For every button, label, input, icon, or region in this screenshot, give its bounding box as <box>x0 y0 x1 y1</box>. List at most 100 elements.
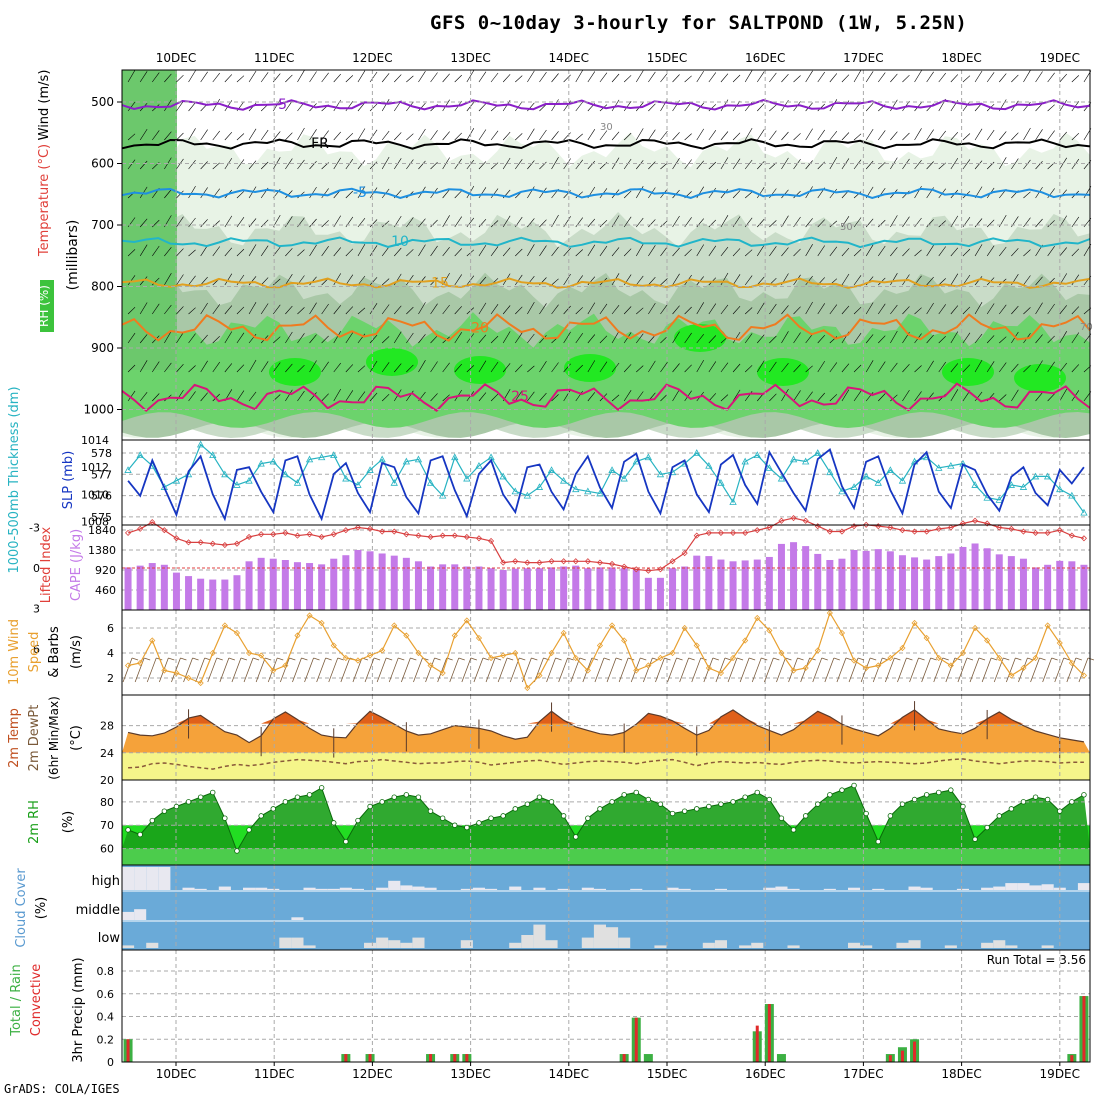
wind-barb <box>345 332 354 344</box>
wind-barb <box>914 160 922 170</box>
wind-barb <box>442 99 450 112</box>
wind-axis-label-4: (m/s) <box>69 635 84 669</box>
wind-barb <box>1047 246 1055 257</box>
wind-barb <box>285 74 293 83</box>
wind-barb <box>744 365 753 373</box>
wind-speed-point <box>487 654 495 662</box>
date-label-bottom-8: 18DEC <box>941 1067 981 1080</box>
wind-barb <box>478 392 487 402</box>
wind-barb <box>502 331 511 344</box>
wind-barb <box>999 131 1007 141</box>
dewpoint-line <box>128 758 1084 770</box>
wind-barb <box>212 162 220 170</box>
surface-wind-barb <box>978 657 986 661</box>
wind-barb <box>200 334 208 344</box>
rh-point <box>645 796 652 803</box>
wind-barb <box>527 160 535 170</box>
wind-barb <box>260 129 269 141</box>
thickness-point <box>209 451 217 459</box>
wind-barb <box>732 248 741 257</box>
precip-tick-label: 0.2 <box>97 1033 115 1046</box>
wind-barb <box>902 132 910 141</box>
temp-contour-label-3: 10 <box>391 234 409 250</box>
wind-barb <box>599 361 608 373</box>
wind-barb <box>732 305 741 315</box>
thickness-point <box>172 476 181 484</box>
li-point <box>221 541 228 549</box>
wind-barb <box>515 364 523 373</box>
li-point <box>282 529 289 536</box>
wind-barb <box>805 244 813 257</box>
cloud-level-label-middle: middle <box>76 903 120 918</box>
wind-barb <box>285 305 293 315</box>
wind-barb <box>757 103 765 112</box>
wind-barb <box>636 391 644 402</box>
wind-barb <box>696 128 705 141</box>
thickness-tick-label: 578 <box>91 447 112 460</box>
temp-axis-label-2: 2m DewPt <box>27 705 42 772</box>
li-point <box>403 531 410 538</box>
rh-point <box>149 817 155 824</box>
wind-axis-label-1: 10m Wind <box>7 619 22 685</box>
cloud-high-bar <box>763 887 776 890</box>
rh-point <box>851 782 857 789</box>
surface-wind-barb <box>894 657 901 661</box>
precip-convective-bar <box>1070 1055 1074 1062</box>
wind-speed-point <box>330 642 337 649</box>
cape-bar <box>814 553 822 610</box>
wind-barb <box>139 160 148 170</box>
wind-barb <box>1059 331 1068 344</box>
wind-barb <box>430 361 438 373</box>
wind-barb <box>890 304 898 315</box>
li-point <box>306 531 313 538</box>
cloud-low-bar <box>896 942 909 948</box>
wind-barb <box>890 330 898 344</box>
temp-contour-label-2: -5 <box>353 185 367 201</box>
cloud-low-bar <box>376 937 389 948</box>
wind-barb <box>539 72 547 83</box>
wind-barb <box>974 333 983 344</box>
wind-barb <box>829 188 838 199</box>
wind-barb <box>551 304 559 315</box>
wind-barb <box>1023 307 1031 315</box>
wind-barb <box>236 274 245 286</box>
li-point <box>608 560 616 568</box>
rh-point <box>1032 794 1039 800</box>
li-point <box>149 519 156 526</box>
wind-barb <box>357 128 366 141</box>
li-point <box>826 528 833 535</box>
cape-bar <box>923 559 931 610</box>
li-point <box>366 525 374 532</box>
wind-barb <box>732 363 741 373</box>
wind-barb <box>793 159 801 170</box>
rh-point <box>234 848 240 854</box>
wind-barb <box>599 219 608 228</box>
cloud-high-bar <box>243 887 256 890</box>
thickness-point <box>656 470 665 478</box>
wind-barb <box>865 71 874 83</box>
wind-barb <box>805 365 813 373</box>
cloud-low-bar <box>714 940 727 948</box>
wind-barb <box>999 362 1007 373</box>
wind-barb <box>200 129 208 141</box>
li-tick-label: 3 <box>33 603 40 616</box>
precip-tick-label: 0.6 <box>97 988 115 1001</box>
precip-tick-label: 0.4 <box>97 1011 115 1024</box>
rh-point <box>318 785 325 791</box>
rh-point <box>282 799 289 805</box>
wind-speed-point <box>754 614 761 622</box>
wind-barb <box>539 187 547 199</box>
li-point <box>1068 532 1075 539</box>
wind-barb <box>515 248 523 257</box>
wind-barb <box>176 74 184 83</box>
wind-barb <box>418 128 426 141</box>
li-point <box>487 537 495 545</box>
wind-barb <box>539 245 547 257</box>
wind-barb <box>248 160 257 170</box>
wind-barb <box>212 246 220 257</box>
wind-barb <box>974 302 983 315</box>
wind-barb <box>309 302 317 315</box>
surface-wind-barb <box>473 657 484 683</box>
wind-barb <box>841 389 850 402</box>
wind-barb <box>793 306 801 315</box>
